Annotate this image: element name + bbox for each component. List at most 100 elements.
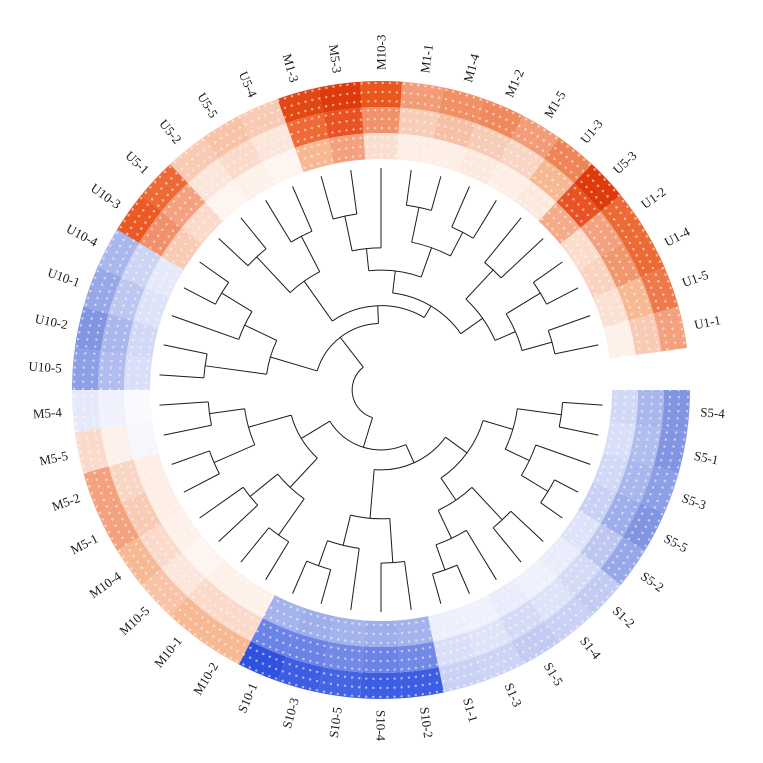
dendrogram-branch (494, 331, 516, 341)
ring-cell-M5-3-track0 (318, 81, 362, 113)
dendrogram-branch (249, 473, 278, 497)
ring-cell-M5-2-track1 (108, 459, 146, 503)
leaf-label-U10-3: U10-3 (88, 180, 124, 211)
ring-cell-M10-3-track0 (359, 81, 403, 108)
leaf-label-U1-2: U1-2 (638, 184, 668, 212)
ring-cell-U5-5-track0 (202, 115, 251, 159)
leaf-label-U10-5: U10-5 (28, 358, 62, 375)
ring-cell-M10-2-track1 (217, 599, 263, 642)
leaf-label-M10-3: M10-3 (374, 35, 389, 70)
leaf-label-M1-3: M1-3 (280, 52, 302, 84)
ring-cell-M1-4-track2 (427, 138, 468, 173)
dendrogram-branch (435, 544, 446, 571)
dendrogram-leaf-branch-U5-3 (500, 238, 544, 279)
dendrogram-branch (482, 420, 514, 430)
ring-cell-M5-4-track2 (124, 390, 153, 425)
leaf-label-M1-4: M1-4 (460, 52, 482, 84)
leaf-label-M5-3: M5-3 (326, 43, 345, 74)
dendrogram-branch (369, 469, 375, 519)
leaf-label-U1-5: U1-5 (680, 267, 710, 290)
ring-cell-M10-1-track0 (170, 596, 218, 643)
ring-cell-S5-3-track0 (640, 466, 679, 514)
ring-cell-S1-3-track2 (458, 595, 500, 633)
ring-cell-S5-5-track1 (600, 492, 641, 538)
leaf-label-U5-5: U5-5 (194, 90, 221, 121)
ring-cell-M1-2-track0 (475, 98, 524, 139)
dendrogram-arc (451, 226, 474, 239)
ring-cell-M10-4-track2 (161, 510, 202, 553)
ring-cell-U10-1-track2 (133, 287, 170, 328)
leaf-label-U10-2: U10-2 (34, 311, 70, 332)
dendrogram-arc (465, 298, 496, 341)
ring-cell-M1-5-track2 (487, 161, 530, 202)
dendrogram-leaf-branch-M5-5 (163, 424, 212, 436)
ring-cell-M1-2-track1 (467, 123, 512, 162)
dendrogram-branch (301, 420, 331, 439)
dendrogram-arc (306, 560, 331, 571)
ring-cell-U5-1-track1 (161, 183, 206, 228)
dendrogram-arc (484, 262, 502, 279)
dendrogram-branch (460, 317, 483, 335)
dendrogram-leaf-branch-U10-3 (199, 261, 229, 283)
leaf-label-S1-4: S1-4 (577, 634, 604, 663)
leaf-label-M10-5: M10-5 (116, 603, 152, 638)
dendrogram-branch (505, 292, 541, 315)
dendrogram-arc (435, 529, 467, 546)
ring-cell-M1-3-track2 (294, 138, 335, 173)
leaf-label-S10-3: S10-3 (279, 696, 302, 730)
leaf-label-S1-3: S1-3 (502, 681, 526, 710)
ring-cell-S10-4-track1 (361, 646, 401, 674)
dendrogram-leaf-branch-M1-3 (320, 176, 334, 220)
ring-cell-S5-3-track1 (616, 459, 654, 503)
dendrogram-leaf-branch-M1-2 (451, 186, 470, 228)
ring-cell-M10-4-track0 (116, 537, 162, 586)
dendrogram-leaf-branch-S1-1 (432, 573, 442, 604)
dendrogram-branch (300, 236, 321, 272)
dendrogram-branch (389, 518, 394, 563)
dendrogram-branch (248, 414, 292, 428)
leaf-label-M5-5: M5-5 (38, 448, 69, 469)
ring-cell-U5-2-track2 (205, 180, 248, 222)
dendrogram-branch (521, 341, 553, 351)
ring-cell-M5-4-track1 (98, 390, 127, 429)
dendrogram-arc (520, 444, 537, 476)
ring-cell-M5-5-track2 (126, 421, 159, 460)
dot-row (126, 135, 636, 645)
ring-cell-U1-2-track2 (560, 227, 601, 270)
ring-cell-S5-4-track0 (661, 390, 690, 433)
ring-cell-S10-3-track1 (286, 632, 329, 668)
ring-cell-U10-5-track0 (72, 347, 101, 390)
dendrogram-leaf-branch-S10-2 (404, 561, 412, 611)
ring-cell-S1-2-track0 (574, 568, 621, 616)
ring-cell-U10-4-track2 (145, 256, 184, 298)
ring-cell-S10-2-track0 (400, 667, 444, 699)
leaf-label-S1-2: S1-2 (610, 603, 638, 631)
ring-cell-S5-4-track1 (635, 390, 664, 429)
dendrogram-branch (437, 510, 453, 539)
dot-row (90, 99, 672, 681)
dendrogram-leaf-branch-U10-1 (171, 315, 239, 340)
ring-cell-S1-5-track0 (511, 621, 560, 665)
leaf-label-M5-2: M5-2 (50, 490, 82, 514)
ring-cell-U5-2-track0 (170, 137, 218, 184)
dendrogram-leaf-branch-M5-1 (183, 473, 220, 493)
ring-cell-M5-4-track0 (72, 390, 101, 433)
dendrogram-leaf-branch-U5-4 (292, 186, 313, 232)
leaf-label-S5-1: S5-1 (693, 448, 720, 468)
ring-cell-M10-1-track2 (205, 558, 248, 600)
dendrogram-leaf-branch-S10-3 (320, 569, 332, 604)
ring-cell-M5-1-track2 (145, 482, 184, 524)
dendrogram-leaf-branch-S5-5 (554, 479, 579, 493)
dendrogram-branch (209, 408, 245, 415)
dendrogram-leaf-branch-M5-4 (159, 401, 209, 406)
leaf-label-M5-4: M5-4 (32, 404, 62, 421)
dendrogram-leaf-branch-S10-5 (350, 548, 360, 611)
dendrogram-leaf-branch-S5-3 (535, 444, 591, 465)
ring-cell-M5-1-track1 (121, 492, 162, 538)
leaf-label-M10-1: M10-1 (151, 634, 185, 671)
ring-cell-U1-3-track2 (514, 180, 557, 222)
ring-cell-M10-5-track0 (141, 568, 188, 616)
dendrogram-leaf-branch-M1-4 (430, 176, 442, 211)
